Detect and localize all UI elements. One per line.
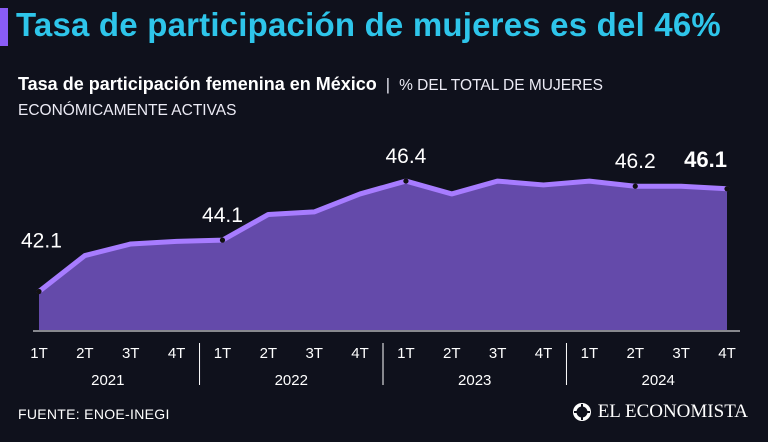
x-tick-label: 3T xyxy=(122,345,140,362)
series-line xyxy=(36,178,730,294)
el-economista-logo-icon xyxy=(572,403,591,421)
brand-logo: EL ECONOMISTA xyxy=(572,401,748,423)
data-label: 44.1 xyxy=(202,204,243,227)
data-point-marker xyxy=(219,237,226,243)
x-tick-label: 1T xyxy=(397,345,415,362)
year-label: 2022 xyxy=(275,372,308,389)
x-tick-label: 2T xyxy=(627,345,645,362)
x-tick-label: 1T xyxy=(581,345,599,362)
x-tick-label: 2T xyxy=(76,345,94,362)
year-label: 2024 xyxy=(642,372,675,389)
x-tick-label: 4T xyxy=(168,345,186,362)
data-point-marker xyxy=(403,178,409,184)
x-tick-label: 2T xyxy=(443,345,461,362)
headline-accent-bar xyxy=(0,8,8,46)
data-point-marker xyxy=(632,183,638,189)
year-label: 2021 xyxy=(91,372,124,389)
x-tick-label: 1T xyxy=(30,345,48,362)
subtitle-separator: | xyxy=(385,76,391,94)
x-tick-label: 3T xyxy=(489,345,507,362)
data-label: 46.4 xyxy=(385,145,426,168)
chart-unit-label: % DEL TOTAL DE MUJERES ECONÓMICAMENTE AC… xyxy=(18,77,603,119)
x-tick-label: 3T xyxy=(305,345,323,362)
brand-name: EL ECONOMISTA xyxy=(597,401,748,422)
area-fill xyxy=(39,181,727,330)
chart-subtitle: Tasa de participación femenina en México… xyxy=(18,72,738,123)
x-tick-label: 4T xyxy=(351,345,369,362)
chart-title: Tasa de participación femenina en México xyxy=(18,74,377,94)
x-tick-label: 2T xyxy=(260,345,278,362)
data-point-marker xyxy=(36,288,42,295)
data-label: 46.1 xyxy=(684,147,727,172)
headline: Tasa de participación de mujeres es del … xyxy=(16,6,721,43)
x-tick-label: 4T xyxy=(535,345,553,362)
x-tick-label: 1T xyxy=(214,345,232,362)
x-tick-label: 4T xyxy=(718,345,736,362)
source-note: FUENTE: ENOE-INEGI xyxy=(18,406,170,422)
x-tick-label: 3T xyxy=(672,345,690,362)
data-label: 42.1 xyxy=(21,229,62,252)
year-label: 2023 xyxy=(458,372,491,389)
data-label: 46.2 xyxy=(615,150,656,173)
data-point-marker xyxy=(724,186,730,192)
